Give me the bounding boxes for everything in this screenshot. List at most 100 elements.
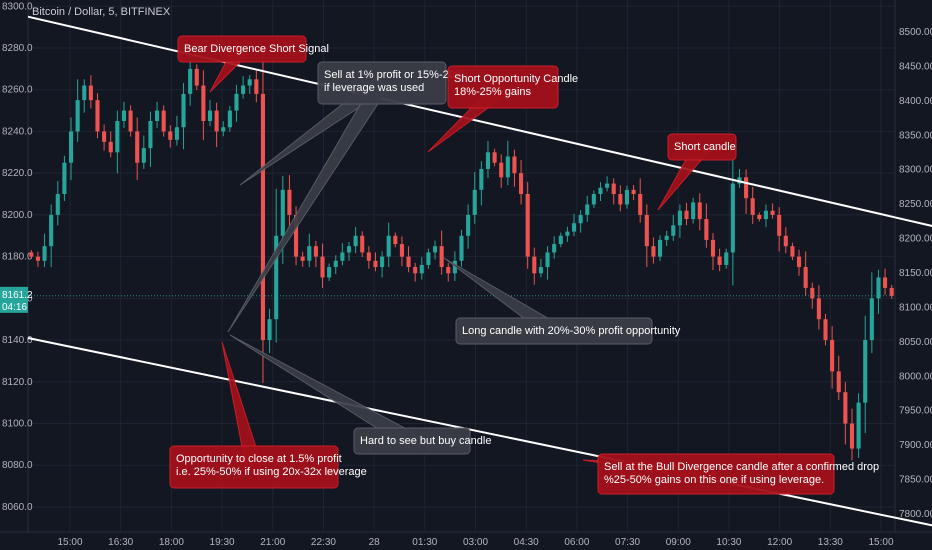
candle-body (790, 246, 795, 257)
candle-body (638, 194, 643, 215)
candle-body (188, 68, 193, 94)
candle-body (750, 198, 755, 215)
candle-body (333, 260, 338, 268)
right-axis-tick-label: 7800.0000 (899, 509, 932, 520)
time-axis-tick-label: 15:00 (57, 537, 82, 548)
candle-body (340, 252, 345, 261)
candle-body (591, 194, 596, 205)
right-axis-tick-label: 8450.0000 (899, 61, 932, 72)
candle-body (267, 319, 272, 341)
callout-text: Short candle (674, 141, 736, 153)
candle-body (353, 235, 358, 247)
candle-body (479, 168, 484, 190)
right-axis-tick-label: 8300.0000 (899, 165, 932, 176)
candle-body (174, 127, 179, 140)
candle-body (697, 202, 702, 220)
candle-body (234, 93, 239, 111)
candle-body (803, 267, 808, 288)
candle-body (691, 202, 696, 220)
candle-body (863, 340, 868, 403)
candle-body (148, 121, 153, 149)
callout-text: Short Opportunity Candle (454, 73, 578, 85)
candle-body (730, 183, 735, 253)
right-axis-tick-label: 8500.0000 (899, 27, 932, 38)
candle-body (88, 85, 93, 101)
time-axis-tick-label: 16:30 (108, 537, 133, 548)
candle-body (280, 189, 285, 236)
candle-body (843, 392, 848, 424)
candle-body (406, 256, 411, 268)
candle-body (671, 225, 676, 236)
left-axis-tick-label: 8200.0 (2, 210, 33, 221)
candle-body (869, 298, 874, 341)
candle-body (155, 110, 160, 122)
candle-body (128, 110, 133, 132)
callout-box (353, 427, 471, 455)
callout-box (667, 133, 737, 161)
right-axis-tick-label: 7950.0000 (899, 406, 932, 417)
candle-body (181, 93, 186, 128)
candle-body (42, 246, 47, 261)
candle-body (704, 219, 709, 240)
candle-body (532, 256, 537, 274)
candle-body (307, 246, 312, 261)
candle-body (432, 246, 438, 253)
candle-body (413, 267, 418, 274)
left-axis-tick-label: 8180.0 (2, 252, 33, 263)
candle-body (876, 277, 881, 299)
callout-text: Hard to see but buy candle (360, 435, 491, 447)
time-axis-tick-label: 22:30 (311, 537, 336, 548)
left-axis-tick-label: 8260.0 (2, 85, 33, 96)
candle-body (247, 79, 252, 86)
candle-body (327, 267, 332, 278)
time-axis-tick-label: 13:30 (818, 537, 843, 548)
candle-body (287, 189, 292, 215)
candle-body (115, 121, 120, 153)
candle-body (241, 85, 246, 94)
candle-body (810, 287, 815, 299)
candle-body (724, 252, 729, 265)
right-axis-tick-label: 8050.0000 (899, 337, 932, 348)
left-axis-tick-label: 8120.0 (2, 377, 33, 388)
candle-body (380, 256, 385, 268)
candle-body (889, 287, 894, 296)
candle-body (770, 210, 775, 215)
candle-body (538, 267, 543, 274)
time-axis-tick-label: 10:30 (716, 537, 741, 548)
candle-body (254, 79, 259, 94)
candle-body (135, 131, 140, 163)
time-axis-tick-label: 04:30 (514, 537, 539, 548)
callout-box (177, 35, 307, 63)
candle-body (512, 156, 517, 174)
candle-body (624, 189, 630, 205)
candle-body (545, 252, 550, 268)
callout-text: Opportunity to close at 1.5% profit (176, 453, 342, 465)
candle-body (161, 110, 166, 132)
candle-body (260, 93, 266, 341)
candle-body (565, 231, 570, 236)
candle-body (618, 194, 623, 205)
candle-body (717, 256, 722, 265)
right-axis-tick-label: 8400.0000 (899, 96, 932, 107)
candle-body (571, 223, 577, 232)
countdown-label: 04:16 (2, 302, 27, 313)
right-axis-tick-label: 7850.0000 (899, 475, 932, 486)
right-axis-tick-label: 8150.0000 (899, 268, 932, 279)
candle-body (664, 235, 669, 240)
candle-body (293, 214, 299, 257)
callout-text: %25-50% gains on this one if using lever… (604, 474, 824, 486)
candle-body (221, 127, 226, 132)
candle-body (763, 210, 768, 220)
candle-body (426, 252, 431, 265)
candle-body (274, 235, 279, 320)
left-axis-tick-label: 8280.0 (2, 43, 33, 54)
candle-body (346, 246, 352, 253)
channel-trendline (27, 336, 932, 527)
candle-body (558, 235, 563, 245)
candle-body (49, 214, 54, 247)
candle-body (796, 256, 802, 268)
last-price-badge (0, 286, 28, 313)
candle-body (29, 252, 34, 257)
left-axis-tick-label: 8140.0 (2, 335, 33, 346)
